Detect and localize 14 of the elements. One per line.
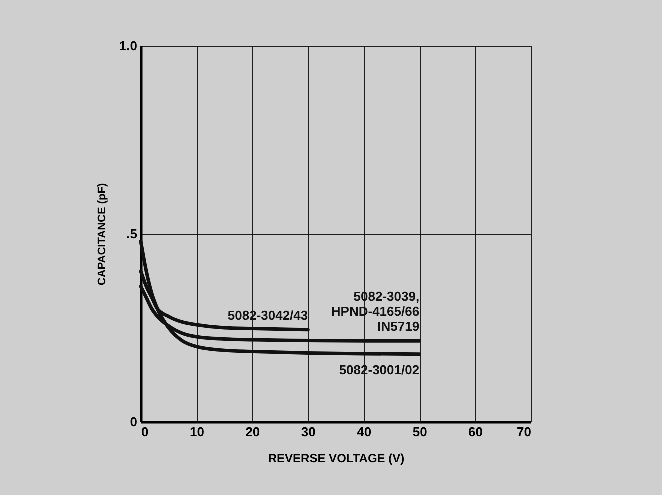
x-tick-label: 10 — [190, 424, 204, 440]
x-tick-label: 0 — [142, 424, 149, 440]
y-tick-label: .5 — [126, 226, 138, 242]
x-axis-title: REVERSE VOLTAGE (V) — [268, 452, 405, 466]
x-tick-label: 70 — [517, 424, 532, 440]
x-tick-label: 60 — [468, 424, 484, 440]
x-tick-label: 40 — [357, 424, 372, 440]
y-axis-title: CAPACITANCE (pF) — [96, 183, 108, 286]
x-tick-label: 20 — [246, 424, 260, 440]
y-tick-label: 1.0 — [119, 38, 138, 54]
line-series — [139, 240, 422, 356]
x-tick-label: 30 — [301, 424, 316, 440]
y-tick-label: 0 — [130, 414, 138, 430]
x-tick-label: 50 — [412, 424, 428, 440]
